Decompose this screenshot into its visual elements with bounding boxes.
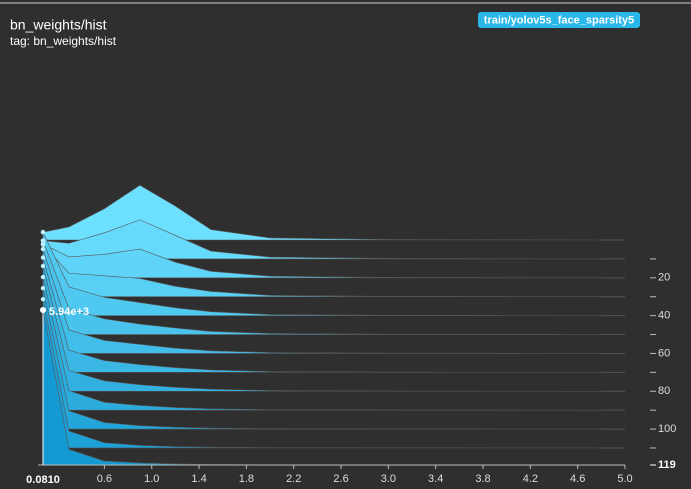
histogram-ridge: [42, 243, 602, 279]
histogram-ridge: [42, 248, 602, 354]
hover-point: [40, 307, 46, 313]
histogram-ridge: [42, 243, 602, 298]
hover-dot: [40, 285, 46, 291]
y-tick-label: 80: [658, 385, 670, 397]
histogram-ridge: [42, 299, 602, 449]
x-tick-label: 4.6: [570, 473, 585, 485]
x-tick-label: 2.6: [333, 473, 348, 485]
chart-title: bn_weights/hist: [10, 17, 107, 33]
hover-x-label: 0.0810: [26, 474, 60, 486]
x-tick-label: 3.4: [428, 473, 443, 485]
y-tick-label: 40: [658, 310, 670, 322]
x-tick-label: 3.0: [381, 473, 396, 485]
x-tick-label: 1.8: [239, 473, 254, 485]
histogram-ridge: [42, 265, 602, 392]
x-tick-label: 0.6: [97, 473, 112, 485]
hover-dot: [40, 255, 46, 260]
histogram-ridge: [42, 240, 602, 335]
hover-dot: [40, 263, 46, 269]
chart-subtitle: tag: bn_weights/hist: [10, 34, 117, 48]
x-tick-label: 3.8: [475, 473, 490, 485]
hover-dot: [40, 229, 46, 235]
hover-dot: [40, 297, 46, 302]
x-tick-label: 5.0: [617, 473, 632, 485]
x-tick-label: 1.4: [191, 473, 206, 485]
hover-dot: [40, 238, 46, 243]
y-tick-label: 100: [658, 423, 676, 435]
y-tick-label: 60: [658, 347, 670, 359]
hover-dot: [40, 274, 46, 280]
histogram-ridge: [42, 219, 602, 260]
y-tick-label: 20: [658, 272, 670, 284]
histogram-ridge: [42, 232, 602, 316]
x-tick-label: 4.2: [523, 473, 538, 485]
hover-count-label: 5.94e+3: [49, 306, 89, 318]
hover-step-label: 119: [658, 459, 676, 471]
histogram-ridge: [42, 184, 602, 241]
histogram-ridge: [42, 257, 602, 373]
run-name[interactable]: train/yolov5s_face_sparsity5: [484, 14, 634, 26]
hover-x-box: [23, 472, 63, 487]
histogram-ridge: [42, 277, 602, 411]
x-tick-label: 1.0: [144, 473, 159, 485]
hover-dot: [40, 246, 46, 252]
x-tick-label: 2.2: [286, 473, 301, 485]
run-badge[interactable]: [478, 12, 640, 28]
histogram-ridge: [42, 288, 602, 430]
hover-dot: [40, 242, 46, 247]
